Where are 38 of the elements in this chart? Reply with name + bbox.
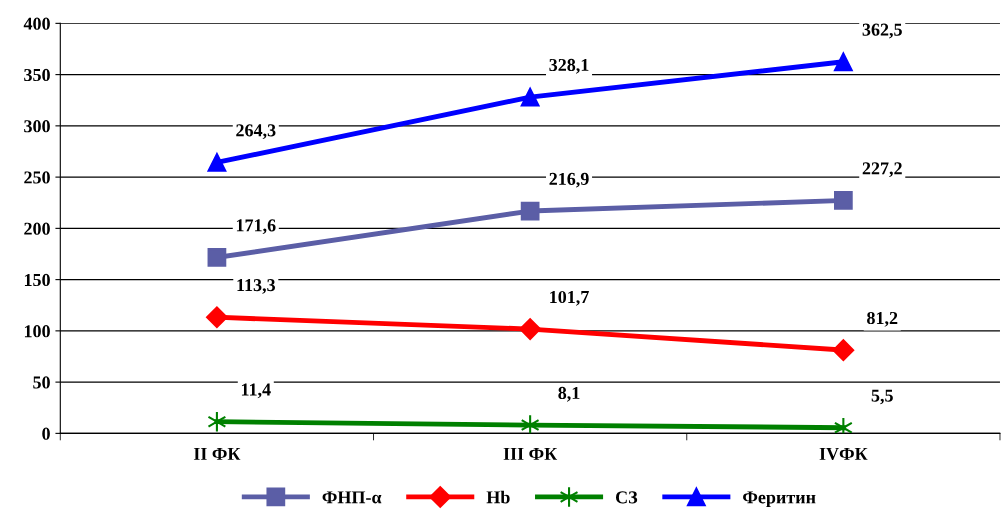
y-tick-label: 100 bbox=[24, 325, 50, 338]
x-tick-label: IVФК bbox=[819, 447, 868, 461]
y-tick-label: 0 bbox=[42, 427, 50, 440]
point bbox=[206, 306, 228, 329]
point bbox=[520, 87, 540, 107]
y-tick-label: 250 bbox=[24, 171, 50, 184]
data-label: 81,2 bbox=[867, 311, 898, 327]
y-tick-label: 350 bbox=[24, 68, 50, 82]
x-tick-label: III ФК bbox=[503, 447, 558, 460]
data-label: 216,9 bbox=[549, 172, 589, 188]
y-tick-label: 50 bbox=[33, 376, 50, 389]
y-tick-label: 200 bbox=[24, 222, 50, 235]
data-label: 113,3 bbox=[237, 279, 275, 294]
point bbox=[520, 201, 540, 221]
point bbox=[833, 191, 853, 210]
point bbox=[207, 248, 227, 267]
point bbox=[207, 153, 227, 172]
x-tick-label: II ФК bbox=[193, 447, 241, 460]
point bbox=[520, 414, 540, 434]
data-label: 5,5 bbox=[871, 389, 893, 405]
point bbox=[833, 52, 853, 72]
data-label: 227,2 bbox=[862, 162, 902, 178]
y-tick-label: 300 bbox=[24, 120, 50, 133]
data-label: 101,7 bbox=[550, 290, 589, 306]
data-label: 11,4 bbox=[241, 383, 271, 399]
data-label: 8,1 bbox=[558, 386, 580, 402]
y-tick-label: 150 bbox=[24, 273, 50, 287]
data-label: 328,1 bbox=[549, 58, 589, 74]
legend-label: ФНП-α bbox=[322, 491, 382, 504]
point bbox=[832, 339, 855, 361]
legend-label: Hb bbox=[486, 490, 510, 504]
data-label: 171,6 bbox=[236, 219, 276, 235]
y-tick-label: 400 bbox=[23, 17, 50, 30]
legend-label: СЗ bbox=[615, 491, 638, 504]
data-label: 362,5 bbox=[862, 23, 902, 39]
data-label: 264,3 bbox=[236, 124, 276, 140]
point bbox=[519, 318, 541, 340]
legend-label: Феритин bbox=[743, 491, 816, 508]
